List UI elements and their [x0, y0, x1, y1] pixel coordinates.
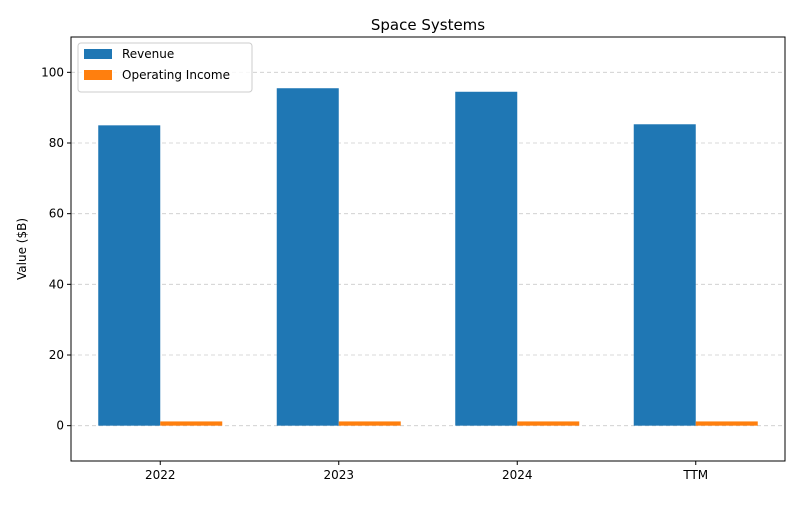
- bar-operating-income-2023: [338, 421, 401, 426]
- y-tick-label: 100: [41, 65, 64, 79]
- chart-title: Space Systems: [371, 16, 485, 34]
- legend-swatch: [84, 49, 112, 59]
- x-tick-label: 2022: [145, 468, 176, 482]
- y-tick-label: 80: [49, 136, 64, 150]
- bar-revenue-2024: [455, 91, 518, 426]
- legend-label: Operating Income: [122, 68, 230, 82]
- bar-revenue-2023: [276, 88, 339, 426]
- y-tick-label: 40: [49, 277, 64, 291]
- legend-label: Revenue: [122, 47, 174, 61]
- y-axis: 0 20 40 60 80 100: [41, 65, 71, 433]
- y-tick-label: 60: [49, 207, 64, 221]
- bars: [98, 88, 758, 426]
- legend-box: [77, 42, 253, 93]
- x-tick-label: 2023: [323, 468, 354, 482]
- plot-frame: [70, 36, 786, 462]
- bar-operating-income-2024: [517, 421, 580, 426]
- y-tick-label: 20: [49, 348, 64, 362]
- legend: Revenue Operating Income: [77, 42, 253, 93]
- bar-revenue-2022: [98, 125, 161, 426]
- y-axis-label: Value ($B): [15, 218, 29, 280]
- x-tick-label: 2024: [502, 468, 533, 482]
- x-tick-label: TTM: [682, 468, 708, 482]
- legend-swatch: [84, 70, 112, 80]
- bar-operating-income-2022: [160, 421, 223, 426]
- bar-revenue-ttm: [633, 124, 696, 426]
- x-axis: 2022 2023 2024 TTM: [145, 461, 708, 482]
- bar-operating-income-ttm: [695, 421, 758, 426]
- y-tick-label: 0: [56, 419, 64, 433]
